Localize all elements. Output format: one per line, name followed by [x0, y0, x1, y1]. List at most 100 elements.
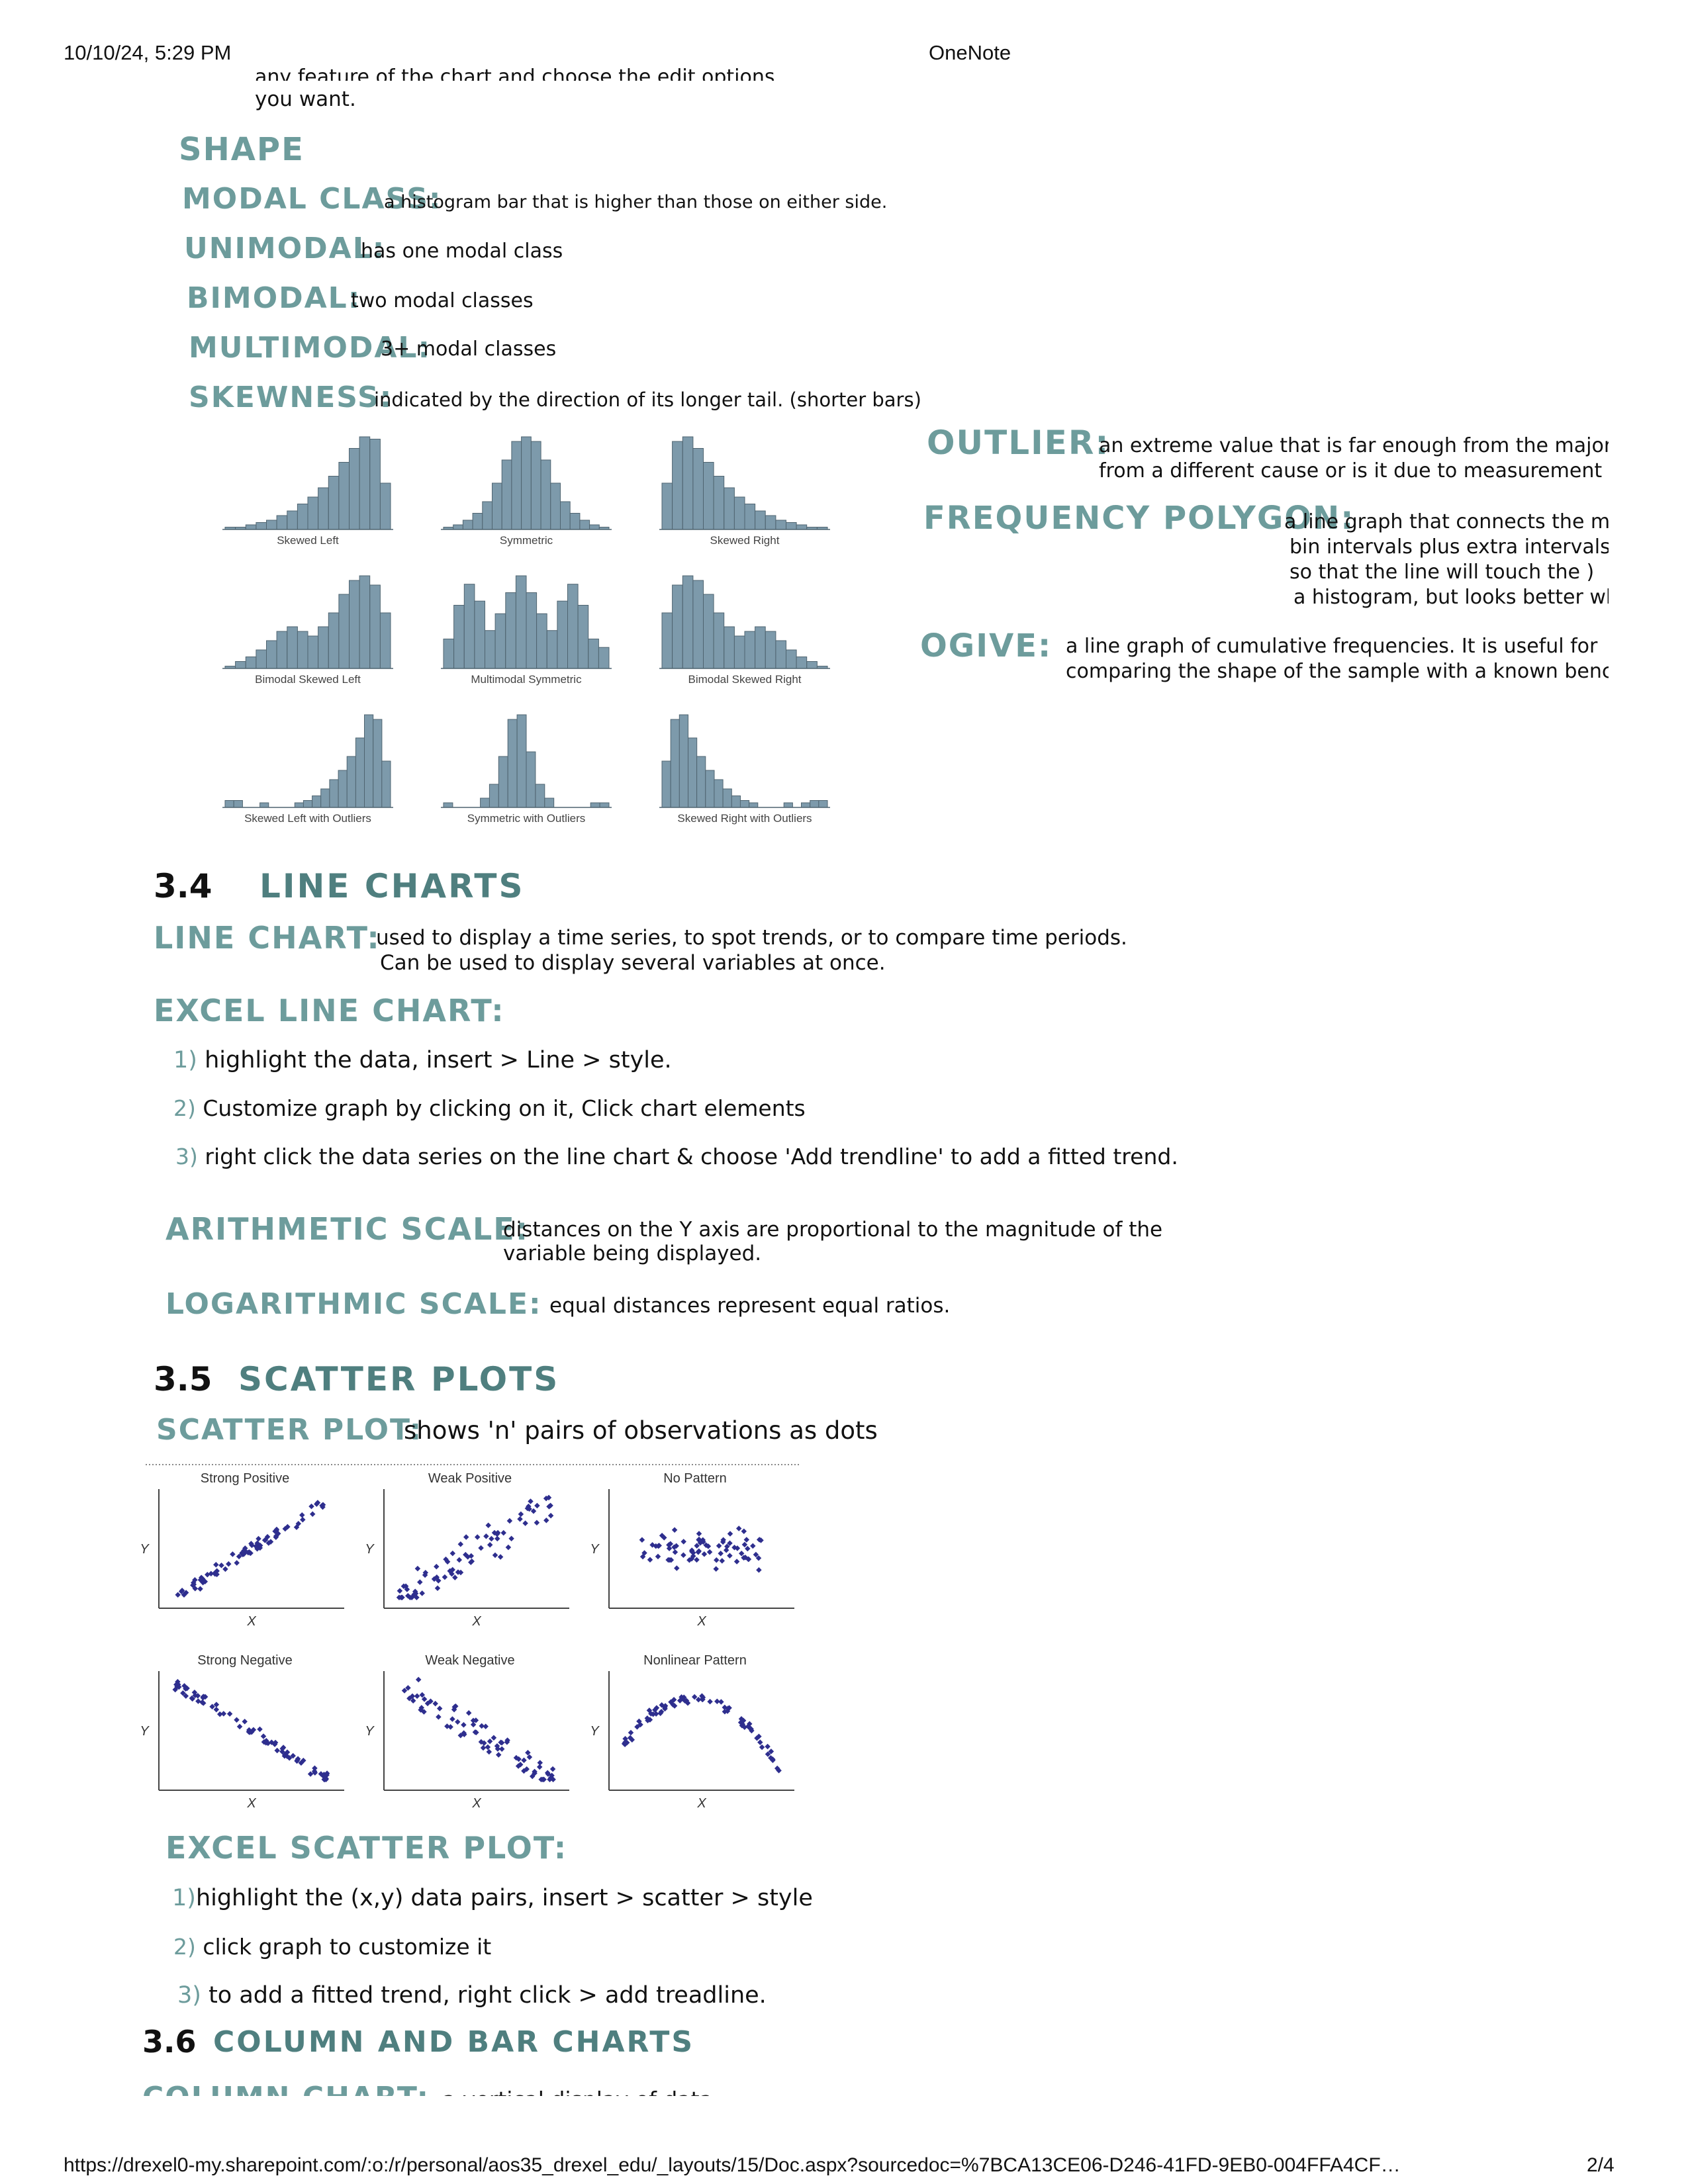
histogram-bar [485, 630, 496, 669]
print-app-title: OneNote [929, 41, 1011, 64]
scatter-point [727, 1531, 733, 1537]
histogram-bar [775, 640, 787, 669]
print-footer-url: https://drexel0-my.sharepoint.com/:o:/r/… [64, 2154, 1401, 2176]
histogram-bar [588, 639, 599, 669]
scatter-point [299, 1512, 305, 1518]
def-arithmetic-scale: distances on the Y axis are proportional… [503, 1218, 1162, 1265]
histogram-bar [318, 626, 329, 669]
scatter-point [655, 1553, 661, 1560]
scatter-point [639, 1537, 645, 1543]
histogram-bar [245, 524, 257, 530]
histogram-bar [692, 448, 704, 530]
term-logarithmic-scale: LOGARITHMIC SCALE: [165, 1287, 542, 1321]
histogram-bar [755, 510, 766, 530]
histogram-bar [463, 584, 475, 669]
scatter-point [534, 1520, 540, 1526]
histogram-bar [560, 501, 571, 530]
scatter-plot-3: No Pattern Y X [590, 1471, 794, 1629]
histogram-shapes-figure: Skewed Left Symmetric Skewed Right Bimodal … [222, 436, 830, 825]
histogram-bar [307, 496, 319, 530]
histogram-bar [530, 441, 541, 530]
scatter-plot-5: Weak Negative Y X [365, 1653, 569, 1811]
histogram-bar [526, 592, 538, 669]
def-scatter-plot: shows 'n' pairs of observations as dots [404, 1416, 878, 1445]
histogram-bar [516, 714, 527, 808]
scatter-point [434, 1585, 441, 1592]
scatter-point [213, 1706, 220, 1713]
scatter-point [257, 1726, 263, 1733]
scatter-point [745, 1545, 751, 1552]
scatter-point [222, 1566, 228, 1572]
scatter-point [417, 1579, 423, 1585]
scatter-point [236, 1723, 243, 1730]
def-frequency-polygon: a line graph that connects the m bin int… [1284, 510, 1609, 610]
histogram-bar [276, 631, 288, 669]
scatter-title: Nonlinear Pattern [643, 1653, 747, 1668]
scatter-point [285, 1524, 291, 1530]
scatter-ylabel: Y [365, 1542, 375, 1557]
histogram-bar [355, 737, 365, 808]
scatter-point [415, 1676, 422, 1683]
scatter-point [727, 1553, 733, 1559]
scatter-point [500, 1529, 506, 1536]
scatter-point [419, 1590, 425, 1596]
scatter-point [449, 1550, 456, 1557]
scatter-point [218, 1562, 224, 1569]
scatter-point [741, 1541, 748, 1548]
histogram-label: Symmetric with Outliers [467, 812, 586, 825]
def-line-chart-line1: used to display a time series, to spot t… [376, 926, 1127, 950]
histogram-bar [276, 515, 288, 530]
scatter-point [230, 1551, 236, 1557]
scatter-point [765, 1743, 771, 1750]
histogram-bar [287, 626, 298, 669]
section-title-scatter-plots: SCATTER PLOTS [238, 1360, 560, 1398]
histogram-bar [733, 635, 745, 669]
histogram-bar [505, 592, 516, 669]
histogram-bar [472, 513, 483, 530]
histogram-bar [329, 779, 339, 808]
histogram-bar [318, 487, 329, 530]
scatter-point [485, 1522, 491, 1529]
scatter-point [674, 1565, 680, 1571]
scatter-point [452, 1574, 458, 1580]
excel-line-step-3: 3) right click the data series on the li… [175, 1144, 1178, 1169]
scatter-point [465, 1710, 472, 1716]
histogram-bar [679, 714, 688, 808]
histogram-bar [233, 800, 243, 808]
term-unimodal: UNIMODAL: [184, 232, 386, 265]
scatter-point [543, 1518, 549, 1524]
scatter-point [307, 1771, 314, 1777]
scatter-point [199, 1576, 206, 1582]
histogram-bar [373, 719, 383, 808]
scatter-point [718, 1550, 724, 1557]
term-excel-line-chart: EXCEL LINE CHART: [154, 993, 505, 1028]
histogram-bar [303, 800, 313, 808]
scatter-point [491, 1735, 497, 1741]
histogram-bar [705, 770, 715, 808]
histogram-bar [349, 448, 360, 530]
scatter-point [470, 1721, 477, 1728]
histogram-6: Bimodal Skewed Right [659, 575, 830, 686]
top-fragment-line2: you want. [255, 87, 356, 111]
scatter-point [486, 1749, 492, 1755]
histogram-bar [682, 575, 694, 669]
def-column-chart: a vertical display of data [442, 2087, 713, 2096]
scatter-point [525, 1749, 531, 1756]
histogram-label: Bimodal Skewed Left [255, 673, 361, 686]
histogram-bar [338, 770, 348, 808]
term-frequency-polygon: FREQUENCY POLYGON: [923, 500, 1355, 537]
histogram-bar [453, 605, 465, 669]
histogram-bar [801, 802, 811, 808]
histogram-3: Skewed Right [659, 436, 830, 547]
scatter-point [175, 1592, 181, 1598]
scatter-point [672, 1549, 679, 1555]
scatter-point [716, 1543, 722, 1549]
histogram-bar [546, 630, 558, 669]
scatter-point [309, 1511, 316, 1518]
freq-polygon-line1: a line graph that connects the m [1284, 510, 1609, 533]
histogram-bar [796, 657, 808, 669]
excel-scatter-step-2: 2) click graph to customize it [173, 1934, 492, 1960]
scatter-point [506, 1518, 513, 1524]
scatter-point [485, 1744, 491, 1751]
histogram-bar [443, 802, 453, 808]
